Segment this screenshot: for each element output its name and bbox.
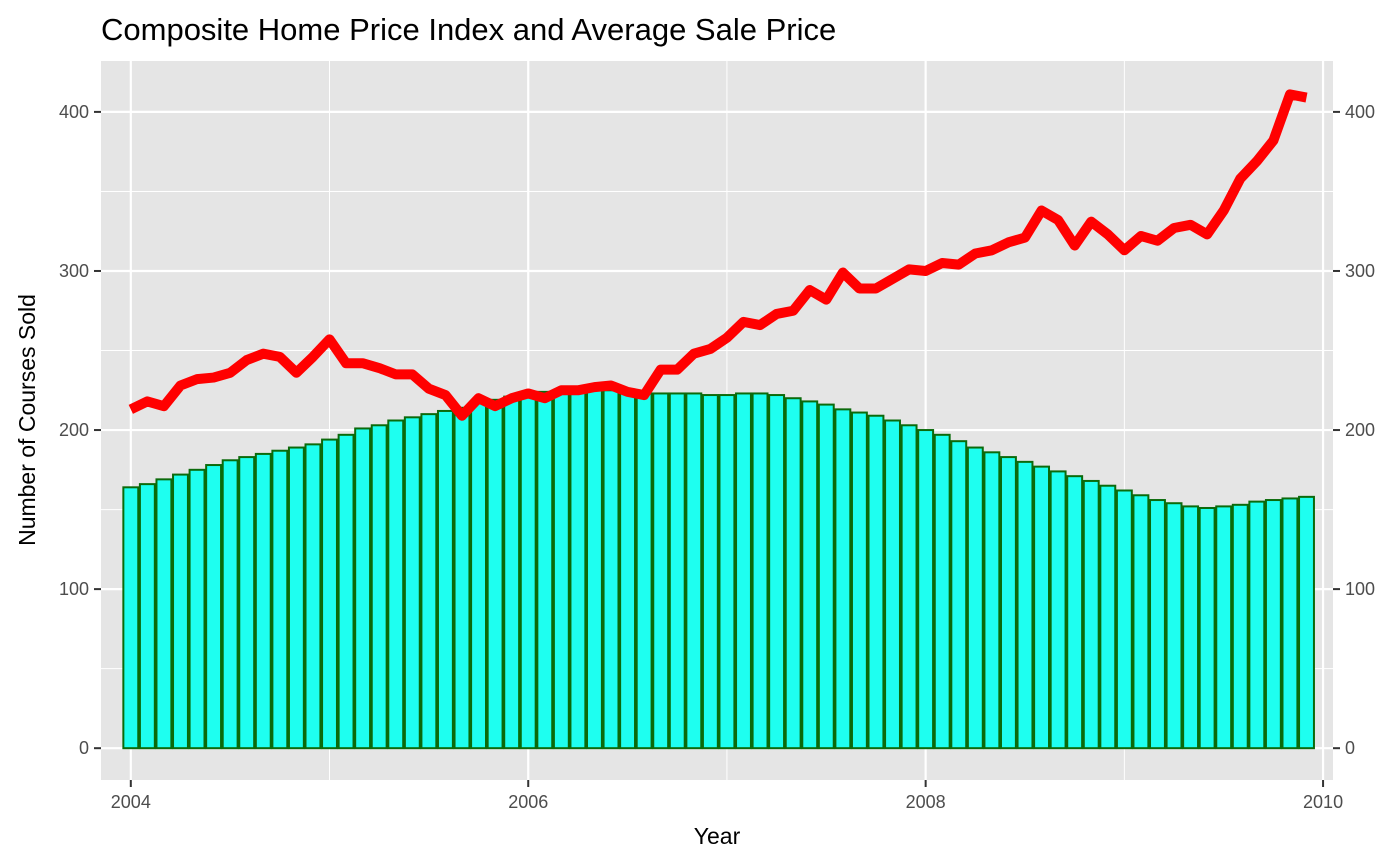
- bar: [188, 468, 206, 750]
- bar: [1198, 506, 1216, 750]
- bar: [751, 392, 769, 750]
- bar: [1149, 499, 1166, 750]
- bar: [287, 446, 305, 750]
- bar: [1165, 502, 1183, 750]
- bar: [1132, 494, 1150, 750]
- bar: [1182, 505, 1200, 750]
- bar-series: [122, 389, 1315, 750]
- bar: [254, 452, 272, 750]
- x-tick-label: 2010: [1303, 792, 1343, 812]
- line-series: [128, 89, 1308, 421]
- bar: [917, 429, 935, 750]
- bar: [1231, 503, 1249, 750]
- bar: [801, 400, 819, 750]
- x-tick-label: 2004: [111, 792, 151, 812]
- bar: [569, 389, 587, 750]
- bar: [834, 408, 852, 750]
- y2-tick-label: 200: [1345, 420, 1375, 440]
- bar: [1033, 465, 1051, 750]
- bar: [486, 398, 504, 750]
- bar: [1281, 497, 1299, 750]
- bar: [735, 392, 752, 750]
- bar: [370, 424, 388, 750]
- bar: [221, 459, 239, 750]
- bar: [321, 438, 338, 750]
- y2-tick-label: 0: [1345, 738, 1355, 758]
- bar: [354, 427, 372, 750]
- bar: [271, 449, 289, 750]
- bar: [884, 419, 901, 750]
- bar: [983, 451, 1001, 750]
- bar: [933, 433, 951, 750]
- bar: [1082, 479, 1100, 750]
- bar: [519, 392, 537, 750]
- y-tick-label: 100: [59, 579, 89, 599]
- bar: [122, 486, 140, 750]
- bar: [701, 394, 719, 750]
- bar: [602, 389, 620, 750]
- bar: [387, 419, 405, 750]
- x-tick-label: 2006: [508, 792, 548, 812]
- bar: [1049, 470, 1067, 750]
- chart-title: Composite Home Price Index and Average S…: [101, 12, 836, 47]
- bar: [436, 409, 454, 750]
- bar: [817, 403, 835, 750]
- bar: [503, 395, 521, 750]
- bar: [850, 411, 868, 750]
- bar: [685, 392, 703, 750]
- y-axis-title: Number of Courses Sold: [14, 294, 40, 546]
- x-tick-label: 2008: [906, 792, 946, 812]
- bar: [1264, 499, 1282, 750]
- y2-tick-label: 100: [1345, 579, 1375, 599]
- bar: [304, 443, 322, 750]
- bar: [1016, 460, 1034, 750]
- bar: [453, 406, 471, 750]
- bar: [784, 397, 802, 750]
- bar: [768, 394, 786, 750]
- bar: [536, 390, 554, 750]
- price-line: [128, 89, 1308, 421]
- axes: 0 100 200 300 400 0 100 200 300 400 2004 2006 2008 20…: [59, 102, 1375, 812]
- bar: [867, 414, 885, 750]
- bar: [586, 389, 603, 750]
- bar: [900, 424, 918, 750]
- bar: [1248, 500, 1266, 750]
- bar: [652, 392, 670, 750]
- bar: [966, 446, 984, 750]
- bar: [205, 464, 223, 750]
- bar: [668, 392, 686, 750]
- bar: [552, 389, 570, 750]
- bar: [1215, 505, 1233, 750]
- bar: [718, 394, 736, 750]
- y-tick-label: 200: [59, 420, 89, 440]
- x-axis-title: Year: [694, 823, 741, 849]
- bar: [238, 456, 256, 750]
- bar: [138, 483, 156, 750]
- bar: [999, 456, 1017, 750]
- bar: [172, 473, 189, 750]
- y-tick-label: 0: [79, 738, 89, 758]
- bar: [470, 402, 487, 750]
- bar: [1298, 495, 1315, 750]
- bar: [1099, 484, 1117, 750]
- bar: [619, 390, 637, 750]
- bar: [420, 413, 438, 750]
- y-tick-label: 300: [59, 261, 89, 281]
- y-tick-label: 400: [59, 102, 89, 122]
- bar: [950, 440, 968, 750]
- bar: [635, 392, 653, 750]
- y2-tick-label: 300: [1345, 261, 1375, 281]
- bar: [337, 433, 355, 750]
- bar: [1066, 475, 1084, 750]
- bar: [1115, 489, 1133, 750]
- bar: [155, 478, 173, 750]
- bar: [403, 416, 421, 750]
- y2-tick-label: 400: [1345, 102, 1375, 122]
